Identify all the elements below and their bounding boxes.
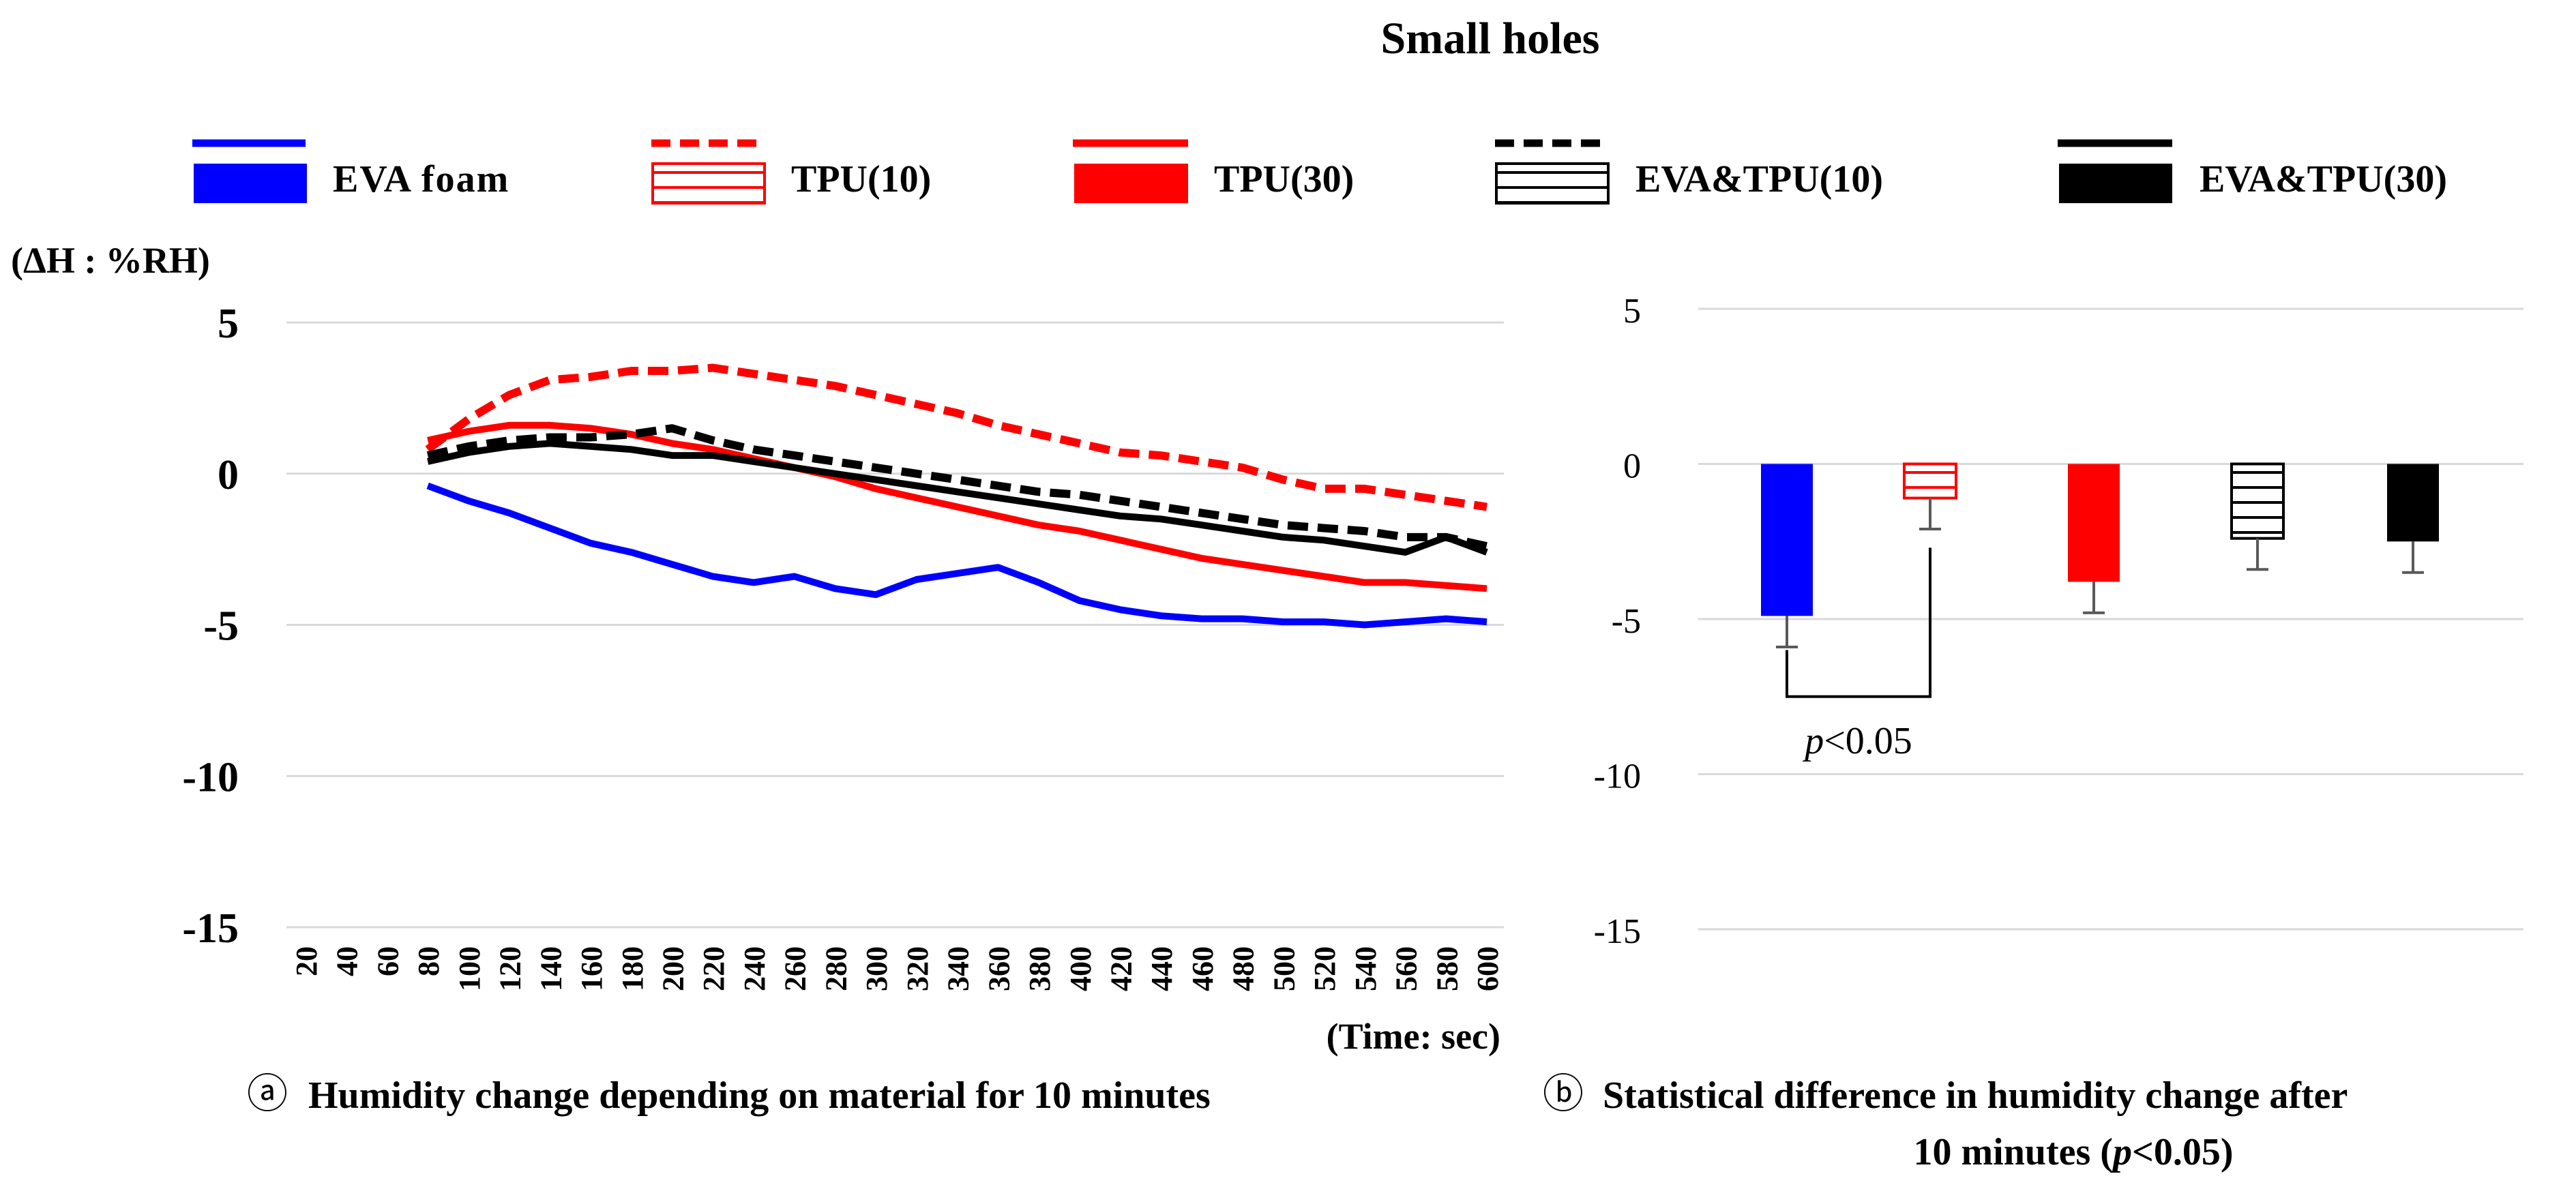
bar-eva-tpu-30	[2387, 464, 2439, 574]
line-x-tick-label: 260	[779, 946, 812, 991]
bar-tpu-10	[1903, 462, 1957, 531]
legend-swatch-tpu30	[1074, 164, 1188, 203]
line-x-tick-label: 140	[534, 946, 567, 991]
legend-item-eva-foam: EVA foam	[192, 139, 509, 203]
bar-y-tick-label: 0	[1623, 447, 1641, 486]
line-x-tick-label: 240	[738, 946, 771, 991]
line-x-tick-label: 80	[412, 946, 445, 976]
series-line-eva-foam	[426, 482, 1487, 629]
series-line-tpu-30	[427, 421, 1487, 592]
series-line-eva-tpu-30	[427, 440, 1488, 556]
line-x-tick-label: 20	[290, 946, 323, 976]
line-x-tick-label: 60	[371, 946, 404, 976]
bar-rect-eva-tpu-10	[2230, 462, 2285, 540]
line-y-tick-label: -5	[203, 603, 239, 650]
bar-eva-foam	[1761, 464, 1813, 648]
legend: EVA foam TPU(10) TPU(30) EVA&TPU(10) EVA…	[192, 139, 2447, 205]
legend-label-eva-tpu10: EVA&TPU(10)	[1635, 158, 1883, 200]
bar-rect-eva-foam	[1761, 464, 1813, 616]
significance-label: p<0.05	[1802, 720, 1912, 762]
significance-bracket	[1786, 547, 1931, 698]
bar-chart-bars	[1761, 462, 2439, 648]
bar-y-tick-label: -15	[1594, 912, 1641, 951]
line-x-tick-label: 480	[1227, 946, 1260, 991]
line-x-tick-label: 320	[901, 946, 934, 991]
line-chart-y-ticks: 5 0 -5 -10 -15	[182, 301, 239, 952]
bar-chart-gridlines	[1698, 307, 2523, 931]
bar-chart: 50-5-10-15 p<0.05 ⓑ Statistical differen…	[1543, 292, 2523, 1173]
line-x-tick-label: 380	[1023, 946, 1056, 991]
legend-swatch-eva-tpu10	[1495, 162, 1610, 205]
line-x-tick-label: 360	[982, 946, 1016, 991]
legend-item-eva-tpu10: EVA&TPU(10)	[1495, 139, 1883, 205]
bar-chart-caption-text-1: Statistical difference in humidity chang…	[1603, 1074, 2348, 1117]
series-line-tpu-10	[425, 363, 1487, 511]
line-chart-x-ticks: 20 40 60 80 100 120 140 160 180 200 220 240 260 280 30…	[290, 946, 1505, 991]
bar-rect-eva-tpu-30	[2387, 464, 2439, 542]
line-x-tick-label: 100	[453, 946, 486, 991]
line-x-tick-label: 540	[1349, 946, 1382, 991]
line-chart-gridlines	[286, 321, 1504, 929]
figure-title: Small holes	[1381, 14, 1600, 63]
line-x-tick-label: 580	[1430, 946, 1464, 991]
bar-chart-caption-marker: ⓑ	[1543, 1072, 1584, 1117]
significance-bracket-line	[1786, 547, 1931, 698]
legend-label-eva-foam: EVA foam	[333, 158, 509, 200]
legend-swatch-eva-foam	[194, 164, 307, 203]
legend-item-eva-tpu30: EVA&TPU(30)	[2058, 139, 2447, 203]
line-chart: (ΔH : %RH) 50-5-10-15 20 40 60 80 100 120 140 1…	[11, 240, 1505, 1117]
line-x-tick-label: 180	[616, 946, 649, 991]
significance-label-rest: <0.05	[1824, 720, 1912, 762]
bar-rect-tpu-30	[2068, 464, 2120, 582]
line-chart-caption-text: Humidity change depending on material fo…	[308, 1074, 1211, 1117]
line-y-tick-label: -10	[182, 754, 239, 800]
line-x-tick-label: 300	[860, 946, 893, 991]
line-x-tick-label: 500	[1267, 946, 1301, 991]
legend-swatch-eva-tpu30	[2059, 164, 2172, 203]
line-y-tick-label: -15	[182, 905, 239, 952]
legend-swatch-tpu10	[651, 162, 766, 205]
bar-chart-y-ticks: 5 0 -5 -10 -15	[1594, 292, 1641, 951]
line-x-tick-label: 200	[657, 946, 690, 991]
bar-chart-caption-tail: <0.05)	[2132, 1131, 2234, 1173]
legend-item-tpu30: TPU(30)	[1073, 139, 1354, 203]
bar-chart-caption-text-2: 10 minutes (	[1913, 1131, 2112, 1173]
line-y-tick-label: 5	[218, 301, 239, 347]
bar-y-tick-label: -5	[1612, 602, 1641, 641]
line-y-tick-label: 0	[218, 452, 239, 498]
line-x-tick-label: 400	[1064, 946, 1097, 991]
bar-y-tick-label: 5	[1623, 292, 1641, 331]
line-chart-caption: ⓐ Humidity change depending on material …	[247, 1072, 1211, 1117]
bar-tpu-30	[2068, 464, 2120, 614]
line-x-tick-label: 160	[575, 946, 608, 991]
bar-chart-caption-line2: 10 minutes (p<0.05)	[1913, 1131, 2233, 1173]
line-chart-ylabel: (ΔH : %RH)	[11, 240, 210, 281]
line-x-tick-label: 520	[1308, 946, 1342, 991]
line-x-tick-label: 40	[331, 946, 364, 976]
line-x-tick-label: 560	[1390, 946, 1423, 991]
line-chart-caption-marker: ⓐ	[247, 1072, 288, 1117]
significance-label-p: p	[1802, 720, 1824, 762]
legend-label-tpu30: TPU(30)	[1214, 158, 1354, 200]
bar-chart-caption: ⓑ Statistical difference in humidity cha…	[1543, 1072, 2348, 1173]
bar-chart-caption-p: p	[2110, 1131, 2132, 1173]
line-x-tick-label: 120	[494, 946, 527, 991]
legend-item-tpu10: TPU(10)	[651, 139, 931, 205]
line-x-tick-label: 460	[1186, 946, 1219, 991]
line-x-tick-label: 600	[1471, 946, 1505, 991]
line-x-tick-label: 220	[697, 946, 730, 991]
line-chart-series	[425, 363, 1488, 629]
bar-rect-tpu-10	[1903, 462, 1957, 500]
line-chart-xlabel: (Time: sec)	[1327, 1016, 1500, 1057]
bar-chart-caption-line1: Statistical difference in humidity chang…	[1603, 1074, 2348, 1117]
line-x-tick-label: 440	[1145, 946, 1179, 991]
bar-eva-tpu-10	[2230, 462, 2285, 571]
line-x-tick-label: 420	[1104, 946, 1138, 991]
legend-label-tpu10: TPU(10)	[791, 158, 931, 200]
line-x-tick-label: 340	[942, 946, 975, 991]
line-x-tick-label: 280	[819, 946, 853, 991]
legend-label-eva-tpu30: EVA&TPU(30)	[2200, 158, 2447, 200]
bar-y-tick-label: -10	[1594, 757, 1641, 796]
